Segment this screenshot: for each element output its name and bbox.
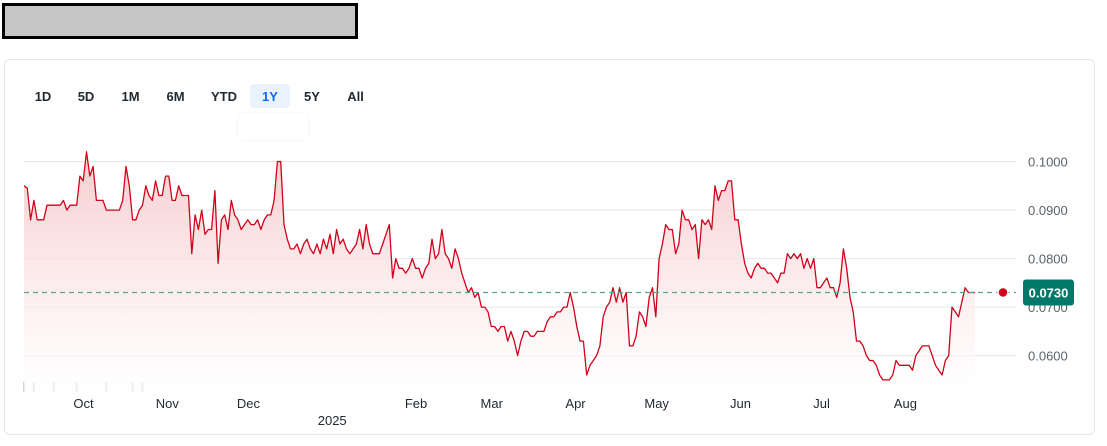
- price-line: [23, 151, 975, 381]
- y-tick-label: 0.0900: [1028, 203, 1068, 218]
- last-price-badge-text: 0.0730: [1029, 286, 1069, 301]
- x-tick-label: Jul: [813, 396, 830, 411]
- x-tick-label: Dec: [237, 396, 261, 411]
- y-tick-label: 0.0600: [1028, 349, 1068, 364]
- x-year-label: 2025: [318, 413, 347, 428]
- price-area: [24, 151, 975, 392]
- last-price-dot: [997, 286, 1009, 299]
- range-all-button[interactable]: All: [334, 84, 377, 108]
- x-tick-label: Jun: [730, 396, 751, 411]
- x-tick-label: Oct: [73, 396, 94, 411]
- range-5y-button[interactable]: 5Y: [290, 84, 334, 108]
- x-tick-label: Feb: [405, 396, 427, 411]
- x-tick-label: May: [644, 396, 669, 411]
- x-tick-label: Mar: [481, 396, 504, 411]
- range-1m-button[interactable]: 1M: [108, 84, 153, 108]
- x-tick-label: Aug: [894, 396, 917, 411]
- last-price-badge: [1023, 279, 1074, 306]
- y-tick-label: 0.1000: [1028, 155, 1068, 170]
- range-6m-button[interactable]: 6M: [153, 84, 198, 108]
- redacted-page-title: [2, 3, 358, 39]
- range-selector: 1D 5D 1M 6M YTD 1Y 5Y All: [22, 84, 377, 108]
- y-tick-label: 0.0800: [1028, 252, 1068, 267]
- range-5d-button[interactable]: 5D: [64, 84, 108, 108]
- range-1y-button[interactable]: 1Y: [250, 84, 290, 108]
- tooltip-placeholder: [238, 114, 308, 140]
- x-tick-label: Apr: [565, 396, 586, 411]
- range-ytd-button[interactable]: YTD: [198, 84, 250, 108]
- x-tick-label: Nov: [156, 396, 180, 411]
- range-1d-button[interactable]: 1D: [22, 84, 64, 108]
